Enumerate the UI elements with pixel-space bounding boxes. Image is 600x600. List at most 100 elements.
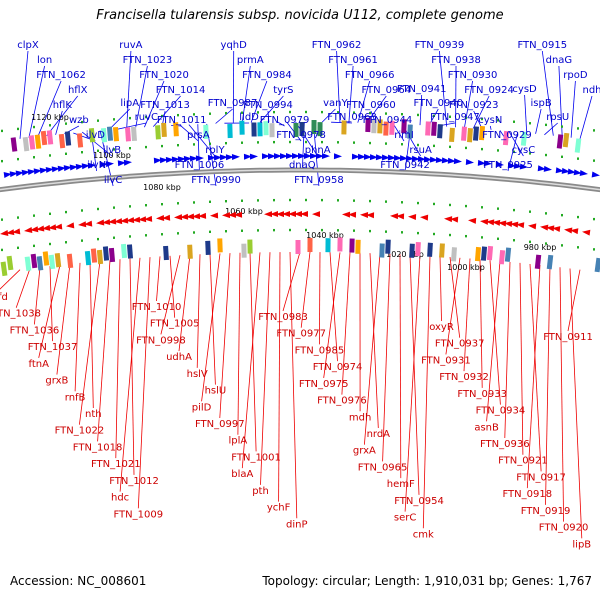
minus-gene-arrow <box>222 212 231 219</box>
plus-gene-block <box>466 128 474 143</box>
tick-mark <box>481 206 483 209</box>
tick-mark <box>433 144 435 148</box>
minus-leader-line <box>160 255 181 335</box>
tick-mark <box>225 200 227 203</box>
plus-gene-label: rplY <box>205 145 225 156</box>
tick-mark <box>257 141 259 144</box>
minus-gene-arrow <box>156 215 165 222</box>
plus-gene-label: lldD <box>239 112 259 123</box>
tick-mark <box>113 148 115 151</box>
plus-gene-arrow <box>183 155 192 162</box>
minus-gene-arrow <box>198 212 207 219</box>
plus-gene-arrow <box>465 159 474 165</box>
tick-mark <box>129 116 131 120</box>
plus-gene-arrow-head <box>429 156 438 163</box>
tick-mark <box>273 228 275 232</box>
plus-gene-arrow <box>213 154 222 161</box>
plus-gene-arrow-head <box>537 165 546 172</box>
minus-leader-line <box>404 255 421 512</box>
tick-mark <box>513 150 515 154</box>
plus-gene-block-rect <box>124 127 132 142</box>
plus-gene-block <box>227 123 233 139</box>
tick-mark <box>497 237 499 240</box>
minus-gene-block-rect <box>379 243 385 258</box>
plus-gene-arrow <box>63 165 72 172</box>
plus-gene-label: FTN_0990 <box>191 175 241 186</box>
minus-gene-label: FTN_0934 <box>476 406 526 417</box>
minus-gene-arrow <box>504 220 513 227</box>
plus-gene-arrow <box>351 153 360 160</box>
tick-mark <box>97 119 99 122</box>
tick-mark <box>145 145 147 149</box>
plus-gene-block-rect <box>76 133 84 148</box>
plus-gene-arrow-head <box>579 170 588 176</box>
plus-gene-block <box>40 130 48 146</box>
minus-gene-arrow <box>570 228 579 235</box>
minus-gene-arrow-head <box>288 210 297 217</box>
minus-gene-block <box>0 261 8 277</box>
minus-gene-arrow <box>114 218 123 225</box>
minus-gene-arrow <box>30 226 39 233</box>
minus-gene-arrow <box>450 216 459 223</box>
minus-leader-line <box>569 268 583 539</box>
minus-leader-line <box>115 259 121 459</box>
minus-gene-block-rect <box>36 256 44 271</box>
plus-leader-line <box>348 65 354 123</box>
plus-gene-arrow <box>33 168 42 175</box>
tick-mark <box>385 142 387 145</box>
tick-mark <box>369 199 371 203</box>
plus-gene-arrow <box>57 165 66 172</box>
tick-mark <box>17 127 19 131</box>
tick-mark <box>305 140 307 144</box>
tick-mark <box>177 232 179 235</box>
minus-gene-arrow <box>486 219 495 226</box>
plus-leader-line <box>535 108 542 134</box>
minus-gene-label: FTN_0975 <box>299 379 349 390</box>
plus-leader-line <box>126 50 132 129</box>
plus-leader-line <box>295 121 319 157</box>
plus-gene-label: prmA <box>237 55 264 66</box>
tick-mark <box>161 233 163 236</box>
minus-gene-block <box>427 242 433 257</box>
tick-mark <box>337 141 339 144</box>
minus-gene-block-rect <box>349 238 355 253</box>
tick-mark <box>433 232 435 236</box>
tick-mark <box>529 152 531 155</box>
tick-mark <box>1 248 3 252</box>
minus-gene-block-rect <box>108 247 116 263</box>
plus-gene-arrow <box>411 155 420 162</box>
minus-leader-line <box>409 254 420 495</box>
minus-gene-label: nrdA <box>367 429 391 440</box>
plus-gene-label: FTN_0925 <box>483 160 533 171</box>
plus-gene-arrow <box>15 170 24 177</box>
minus-leader-line <box>38 264 61 358</box>
tick-mark <box>65 122 67 125</box>
minus-gene-arrow <box>180 213 189 220</box>
minus-gene-arrow-head <box>222 212 231 219</box>
plus-gene-label: ruvC <box>135 112 158 123</box>
tick-mark <box>353 229 355 232</box>
minus-gene-block <box>90 248 98 263</box>
minus-gene-label: FTN_1038 <box>0 309 41 320</box>
minus-gene-arrow-head <box>6 229 15 236</box>
minus-gene-block <box>187 244 193 259</box>
minus-gene-block-rect <box>102 246 110 261</box>
plus-gene-block-rect <box>574 138 582 153</box>
plus-gene-arrow-head <box>417 155 426 162</box>
tick-mark <box>289 228 291 232</box>
plus-gene-arrow-head <box>291 153 300 160</box>
plus-gene-arrow <box>291 153 300 160</box>
plus-gene-arrow-head <box>285 153 294 160</box>
minus-leader-line <box>156 256 161 302</box>
minus-gene-label: udhA <box>166 352 192 363</box>
tick-mark <box>465 234 467 238</box>
plus-gene-arrow <box>273 153 282 160</box>
tick-mark <box>97 207 99 211</box>
plus-gene-arrow <box>177 156 186 163</box>
minus-gene-block <box>96 249 104 265</box>
plus-gene-arrow <box>573 169 582 176</box>
minus-gene-arrow <box>264 211 273 218</box>
tick-mark <box>497 119 499 122</box>
minus-gene-arrow <box>120 217 129 224</box>
plus-gene-arrow-head <box>483 160 492 167</box>
